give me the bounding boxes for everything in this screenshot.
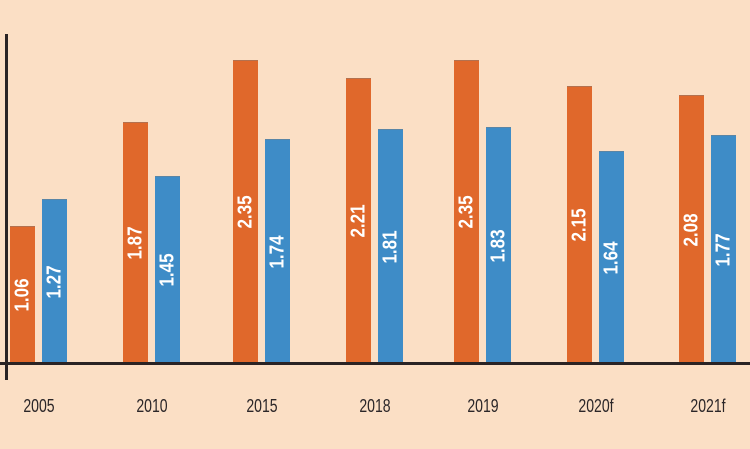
x-axis-tick-label: 2015 (245, 396, 278, 416)
bar-value-label: 1.06 (11, 278, 34, 312)
bar-2010-blue: 1.45 (155, 176, 180, 363)
x-axis-tick-label: 2020f (577, 396, 614, 416)
bar-2021f-blue: 1.77 (711, 135, 736, 363)
x-axis-tick-label: 2010 (135, 396, 168, 416)
x-axis-tick-label: 2019 (466, 396, 499, 416)
bar-2018-blue: 1.81 (378, 129, 403, 363)
bar-value-label: 2.35 (234, 195, 257, 229)
bar-value-label: 1.83 (487, 228, 510, 263)
bar-value-label: 1.45 (156, 253, 179, 287)
bar-value-label: 1.81 (379, 229, 402, 264)
bar-2019-orange: 2.35 (454, 60, 479, 363)
bar-value-label: 1.74 (266, 234, 289, 269)
bar-2005-blue: 1.27 (42, 199, 67, 363)
bar-2020f-blue: 1.64 (599, 151, 624, 363)
y-axis-line (5, 34, 8, 380)
bar-2010-orange: 1.87 (123, 122, 148, 363)
bar-2015-blue: 1.74 (265, 139, 290, 363)
x-axis-line (0, 362, 750, 365)
bar-value-label: 2.21 (347, 204, 370, 238)
x-axis-tick-label: 2005 (22, 396, 55, 416)
bar-value-label: 1.87 (124, 226, 147, 260)
x-axis-tick-label: 2018 (358, 396, 391, 416)
bar-2018-orange: 2.21 (346, 78, 371, 363)
bar-2015-orange: 2.35 (233, 60, 258, 363)
bar-value-label: 1.64 (600, 240, 623, 275)
bar-value-label: 1.27 (43, 264, 66, 299)
bar-value-label: 1.77 (712, 232, 735, 267)
bar-2021f-orange: 2.08 (679, 95, 704, 363)
bar-value-label: 2.08 (680, 212, 703, 247)
x-axis-tick-label: 2021f (689, 396, 726, 416)
bar-2020f-orange: 2.15 (567, 86, 592, 363)
bar-value-label: 2.15 (568, 208, 591, 242)
bar-2005-orange: 1.06 (10, 226, 35, 363)
bar-value-label: 2.35 (455, 195, 478, 229)
bar-2019-blue: 1.83 (486, 127, 511, 363)
